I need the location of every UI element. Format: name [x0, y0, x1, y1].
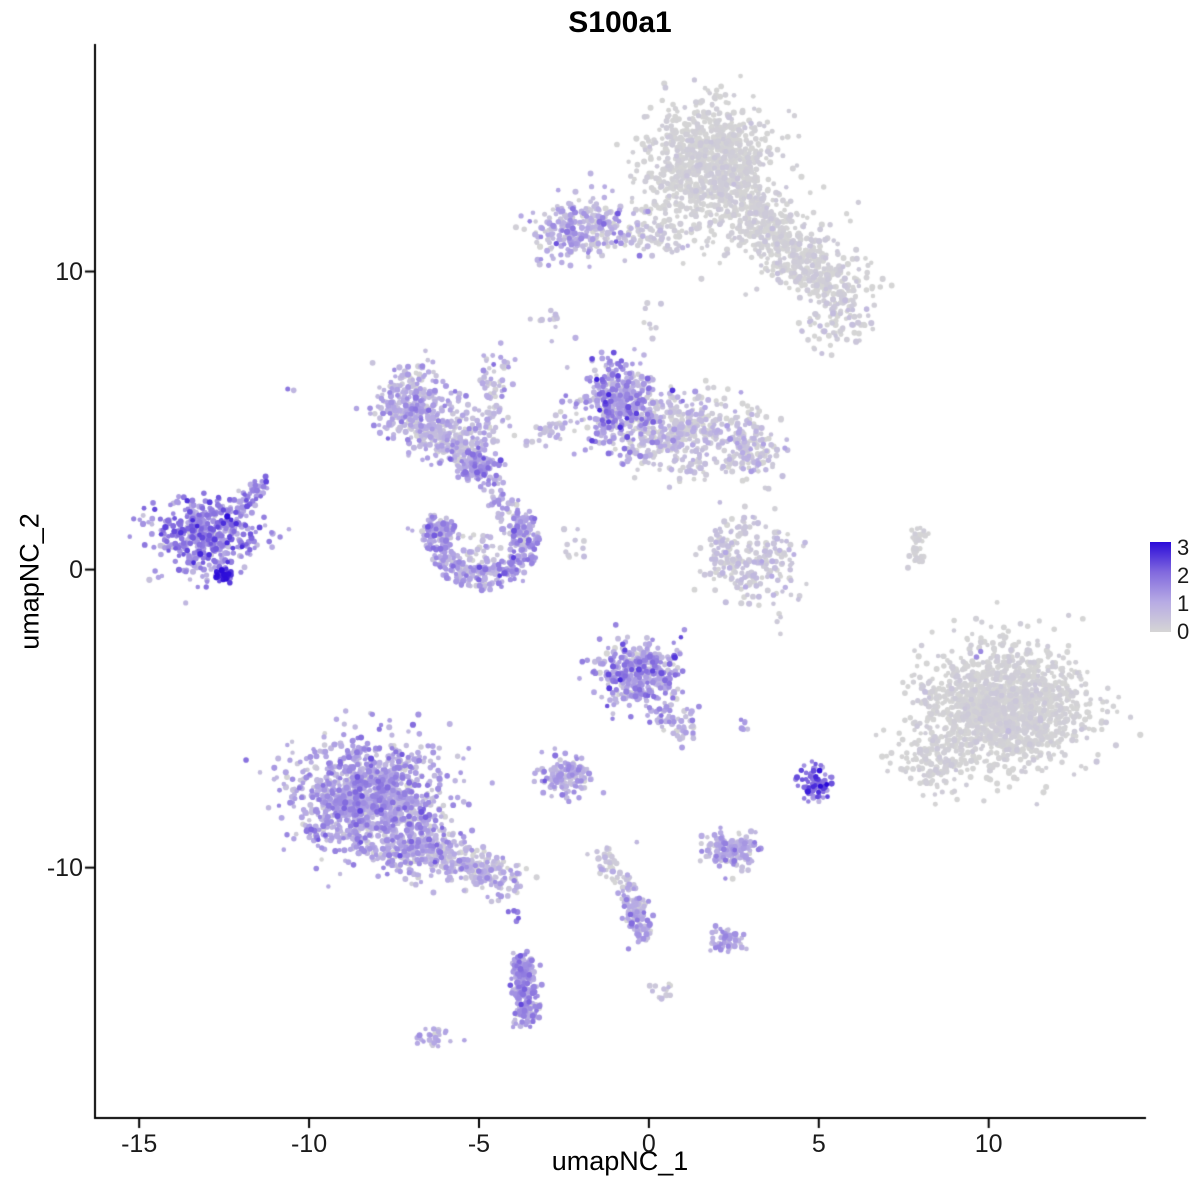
legend-tick-label: 2 [1177, 563, 1190, 588]
legend-tick-label: 0 [1177, 619, 1190, 644]
chart-title: S100a1 [568, 6, 672, 39]
x-tick-label: 5 [811, 1130, 826, 1158]
y-tick-label: 10 [55, 257, 83, 286]
x-tick-label: 0 [641, 1130, 656, 1158]
legend-tick-label: 1 [1177, 591, 1190, 616]
x-tick-label: 10 [974, 1130, 1003, 1158]
legend-gradient-bar [1150, 542, 1171, 632]
y-tick-label: -10 [46, 853, 83, 882]
y-tick-label: 0 [69, 555, 83, 584]
legend-tick-label: 3 [1177, 535, 1190, 560]
x-axis-title: umapNC_1 [551, 1146, 689, 1176]
x-tick-label: -10 [290, 1130, 328, 1158]
x-tick-label: -15 [121, 1130, 158, 1158]
x-tick-label: -5 [467, 1130, 491, 1158]
